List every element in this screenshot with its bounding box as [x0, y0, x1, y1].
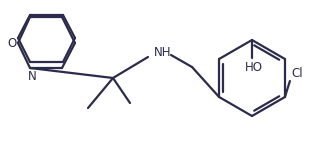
Text: HO: HO [245, 61, 263, 74]
Text: Cl: Cl [291, 66, 303, 80]
Text: N: N [28, 70, 36, 82]
Text: O: O [7, 37, 17, 49]
Text: NH: NH [154, 46, 172, 58]
